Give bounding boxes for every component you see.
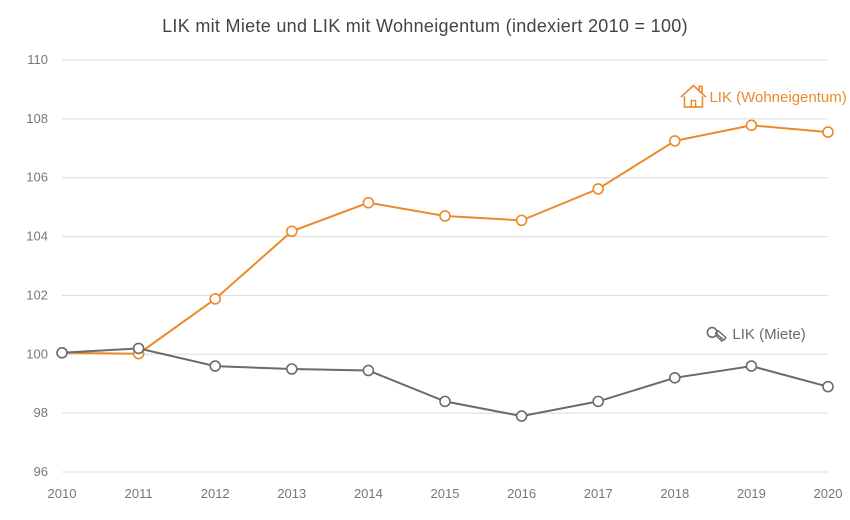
x-tick-label: 2017 [584, 486, 613, 501]
y-tick-label: 106 [26, 170, 48, 185]
x-tick-label: 2012 [201, 486, 230, 501]
series-label-miete: LIK (Miete) [732, 326, 805, 343]
x-tick-label: 2013 [277, 486, 306, 501]
series-marker-miete [134, 343, 144, 353]
series-marker-miete [287, 364, 297, 374]
series-marker-wohneigentum [440, 211, 450, 221]
series-marker-miete [57, 348, 67, 358]
series-marker-wohneigentum [517, 215, 527, 225]
series-marker-wohneigentum [593, 184, 603, 194]
y-tick-label: 104 [26, 229, 48, 244]
series-marker-wohneigentum [210, 294, 220, 304]
series-marker-miete [823, 382, 833, 392]
series-marker-wohneigentum [287, 226, 297, 236]
series-marker-wohneigentum [670, 136, 680, 146]
y-tick-label: 98 [34, 405, 48, 420]
y-tick-label: 102 [26, 287, 48, 302]
series-label-wohneigentum: LIK (Wohneigentum) [709, 89, 846, 106]
x-tick-label: 2019 [737, 486, 766, 501]
series-marker-miete [210, 361, 220, 371]
chart-svg: 96 98 100 102 104 106 108 110 2010 2011 2012 2013 20… [0, 0, 850, 520]
x-tick-label: 2014 [354, 486, 383, 501]
y-tick-label: 100 [26, 346, 48, 361]
series-marker-miete [670, 373, 680, 383]
series-marker-miete [363, 365, 373, 375]
y-tick-label: 110 [27, 52, 48, 67]
x-tick-label: 2020 [814, 486, 843, 501]
x-tick-label: 2016 [507, 486, 536, 501]
series-marker-wohneigentum [746, 120, 756, 130]
series-marker-miete [440, 396, 450, 406]
y-tick-label: 108 [26, 111, 48, 126]
series-marker-miete [593, 396, 603, 406]
series-marker-wohneigentum [823, 127, 833, 137]
series-marker-wohneigentum [363, 198, 373, 208]
series-marker-miete [746, 361, 756, 371]
x-tick-label: 2010 [48, 486, 77, 501]
chart-title: LIK mit Miete und LIK mit Wohneigentum (… [0, 16, 850, 37]
x-tick-label: 2018 [660, 486, 689, 501]
series-marker-miete [517, 411, 527, 421]
x-tick-label: 2015 [431, 486, 460, 501]
chart-container: LIK mit Miete und LIK mit Wohneigentum (… [0, 0, 850, 520]
y-tick-label: 96 [34, 464, 48, 479]
x-tick-label: 2011 [125, 486, 153, 501]
